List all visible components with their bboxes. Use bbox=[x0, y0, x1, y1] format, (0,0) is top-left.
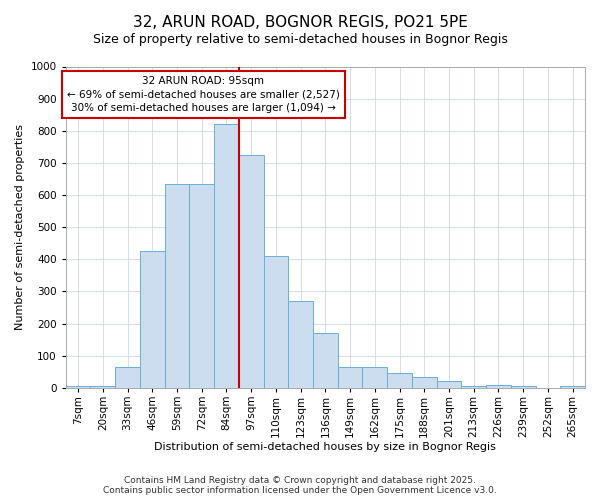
Bar bbox=[263, 256, 288, 388]
Text: 32 ARUN ROAD: 95sqm
← 69% of semi-detached houses are smaller (2,527)
30% of sem: 32 ARUN ROAD: 95sqm ← 69% of semi-detach… bbox=[67, 76, 340, 112]
Bar bbox=[511, 386, 536, 388]
Text: 32, ARUN ROAD, BOGNOR REGIS, PO21 5PE: 32, ARUN ROAD, BOGNOR REGIS, PO21 5PE bbox=[133, 15, 467, 30]
Bar bbox=[486, 384, 511, 388]
Bar bbox=[461, 386, 486, 388]
Bar bbox=[140, 252, 164, 388]
Bar bbox=[214, 124, 239, 388]
Text: Contains HM Land Registry data © Crown copyright and database right 2025.: Contains HM Land Registry data © Crown c… bbox=[124, 476, 476, 485]
Bar bbox=[362, 367, 387, 388]
Bar bbox=[437, 382, 461, 388]
Bar bbox=[560, 386, 585, 388]
Bar bbox=[288, 301, 313, 388]
Bar bbox=[164, 184, 190, 388]
Bar bbox=[239, 155, 263, 388]
Bar bbox=[190, 184, 214, 388]
Bar bbox=[66, 386, 91, 388]
Text: Size of property relative to semi-detached houses in Bognor Regis: Size of property relative to semi-detach… bbox=[92, 32, 508, 46]
Bar bbox=[115, 367, 140, 388]
Bar bbox=[338, 367, 362, 388]
Text: Contains public sector information licensed under the Open Government Licence v3: Contains public sector information licen… bbox=[103, 486, 497, 495]
Y-axis label: Number of semi-detached properties: Number of semi-detached properties bbox=[15, 124, 25, 330]
Bar bbox=[91, 386, 115, 388]
Bar bbox=[412, 376, 437, 388]
Bar bbox=[387, 374, 412, 388]
Bar bbox=[313, 333, 338, 388]
X-axis label: Distribution of semi-detached houses by size in Bognor Regis: Distribution of semi-detached houses by … bbox=[154, 442, 496, 452]
